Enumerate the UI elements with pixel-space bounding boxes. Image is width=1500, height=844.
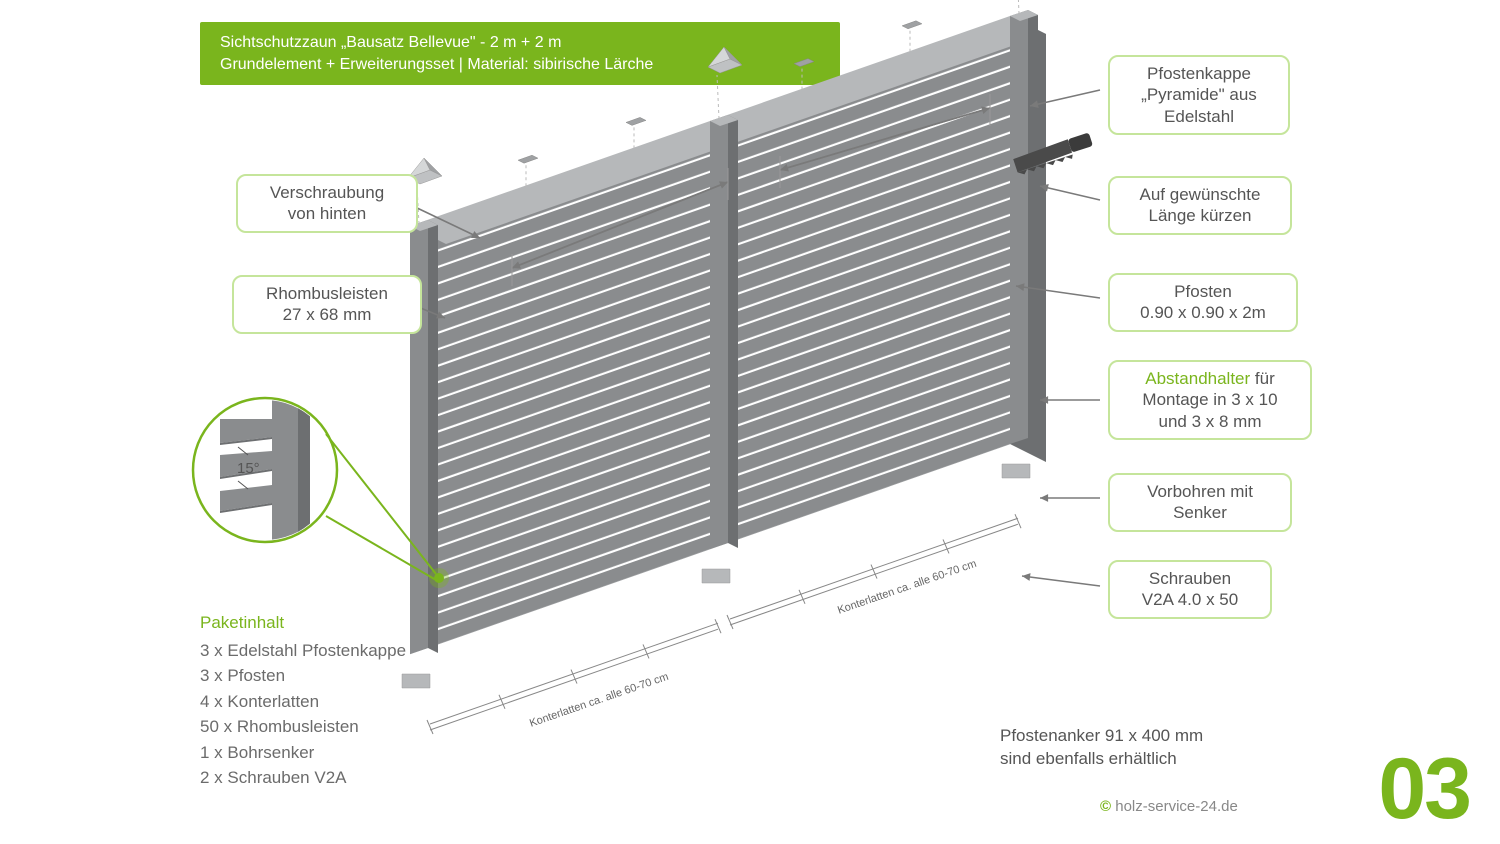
callout-line: für — [1250, 369, 1275, 388]
callout-line: 27 x 68 mm — [248, 304, 406, 325]
package-item: 50 x Rhombusleisten — [200, 714, 406, 740]
package-contents: Paketinhalt 3 x Edelstahl Pfostenkappe 3… — [200, 610, 406, 791]
callout-line: 0.90 x 0.90 x 2m — [1124, 302, 1282, 323]
callout-pfostenkappe: Pfostenkappe „Pyramide" aus Edelstahl — [1108, 55, 1290, 135]
detail-angle-label: 15° — [237, 460, 260, 477]
callout-line: Verschraubung — [252, 182, 402, 203]
diagram-canvas: { "header": { "line1": "Sichtschutzzaun … — [0, 0, 1500, 844]
header-line2: Grundelement + Erweiterungsset | Materia… — [220, 54, 820, 76]
anchor-line: sind ebenfalls erhältlich — [1000, 748, 1203, 771]
header-bar: Sichtschutzzaun „Bausatz Bellevue" - 2 m… — [200, 22, 840, 85]
floor-label-left: Konterlatten ca. alle 60-70 cm — [528, 671, 670, 730]
callout-kuerzen: Auf gewünschte Länge kürzen — [1108, 176, 1292, 235]
package-item: 3 x Edelstahl Pfostenkappe — [200, 638, 406, 664]
copyright-icon: © — [1100, 798, 1111, 815]
callout-line: Länge kürzen — [1124, 205, 1276, 226]
package-item: 3 x Pfosten — [200, 663, 406, 689]
package-item: 1 x Bohrsenker — [200, 740, 406, 766]
credit-text: holz-service-24.de — [1115, 798, 1238, 815]
callout-line: Auf gewünschte — [1124, 184, 1276, 205]
callout-verschraubung: Verschraubung von hinten — [236, 174, 418, 233]
callout-line: Edelstahl — [1124, 106, 1274, 127]
callout-accent: Abstandhalter — [1145, 369, 1250, 388]
callout-line: Pfosten — [1124, 281, 1282, 302]
floor-label-right: Konterlatten ca. alle 60-70 cm — [836, 558, 978, 617]
detail-circle-icon — [190, 395, 340, 545]
package-item: 2 x Schrauben V2A — [200, 765, 406, 791]
callout-line: von hinten — [252, 203, 402, 224]
page-number: 03 — [1378, 746, 1470, 832]
callout-pfosten: Pfosten 0.90 x 0.90 x 2m — [1108, 273, 1298, 332]
callout-line: „Pyramide" aus — [1124, 84, 1274, 105]
anchor-note: Pfostenanker 91 x 400 mm sind ebenfalls … — [1000, 725, 1203, 771]
callout-line: V2A 4.0 x 50 — [1124, 589, 1256, 610]
callout-line: Schrauben — [1124, 568, 1256, 589]
callout-abstandhalter: Abstandhalter für Montage in 3 x 10 und … — [1108, 360, 1312, 440]
callout-line: Vorbohren mit — [1124, 481, 1276, 502]
package-item: 4 x Konterlatten — [200, 689, 406, 715]
callout-line: und 3 x 8 mm — [1124, 411, 1296, 432]
callout-rhombusleisten: Rhombusleisten 27 x 68 mm — [232, 275, 422, 334]
callout-line: Montage in 3 x 10 — [1124, 389, 1296, 410]
callout-line: Pfostenkappe — [1124, 63, 1274, 84]
saw-icon — [1010, 130, 1100, 180]
callout-schrauben: Schrauben V2A 4.0 x 50 — [1108, 560, 1272, 619]
package-title: Paketinhalt — [200, 610, 406, 636]
credit-line: © holz-service-24.de — [1100, 798, 1238, 815]
callout-line: Rhombusleisten — [248, 283, 406, 304]
callout-line: Senker — [1124, 502, 1276, 523]
anchor-line: Pfostenanker 91 x 400 mm — [1000, 725, 1203, 748]
header-line1: Sichtschutzzaun „Bausatz Bellevue" - 2 m… — [220, 32, 820, 54]
callout-vorbohren: Vorbohren mit Senker — [1108, 473, 1292, 532]
